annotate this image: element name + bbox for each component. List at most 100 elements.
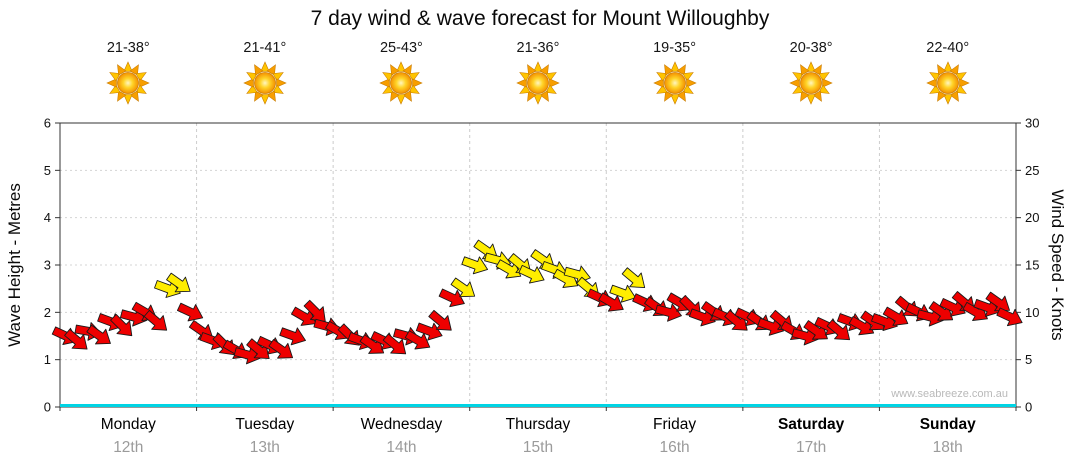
sun-ray: [789, 78, 800, 88]
sun-ray: [382, 84, 395, 94]
sun-icon: [243, 61, 287, 105]
sun-ray: [106, 78, 118, 88]
wind-arrow: [621, 267, 646, 289]
sun-ray: [527, 90, 537, 102]
day-date: 18th: [932, 439, 963, 456]
sun-ray: [676, 64, 686, 76]
sun-ray: [109, 72, 121, 82]
sun-ray: [396, 94, 407, 105]
temperature-range: 20-38°: [789, 40, 833, 56]
day-footer: Tuesday 13th: [197, 416, 334, 457]
day-footer: Thursday 15th: [470, 416, 607, 457]
temperature-range: 21-36°: [516, 40, 560, 56]
wind-arrow: [654, 303, 682, 322]
day-date: 16th: [659, 439, 690, 456]
sun-ray: [260, 94, 270, 105]
axis-ticks: 0 1 2 3 4 5 6 0 5 10 15 20 25 30: [44, 116, 1040, 415]
watermark: www.seabreeze.com.au: [891, 388, 1008, 400]
day-date: 17th: [796, 439, 827, 456]
sun-ray: [681, 72, 694, 82]
right-y-tick-label: 20: [1025, 210, 1039, 225]
left-y-tick-label: 6: [44, 116, 51, 131]
right-y-tick-label: 25: [1025, 163, 1039, 178]
right-y-tick-label: 30: [1025, 116, 1039, 131]
wind-arrow: [268, 339, 293, 359]
sun-ray: [129, 90, 140, 102]
sun-ray: [943, 94, 953, 105]
sun-ray: [412, 78, 424, 88]
temperature-range: 21-41°: [243, 40, 287, 56]
sun-icon: [379, 61, 424, 105]
left-axis-label: Wave Height - Metres: [5, 183, 24, 347]
sun-ray: [822, 78, 833, 88]
sun-ray: [527, 64, 537, 76]
wind-arrow: [428, 309, 452, 331]
sun-ray: [402, 64, 413, 76]
day-footer: Saturday 17th: [743, 416, 880, 457]
day-name: Monday: [100, 416, 156, 433]
right-y-tick-label: 5: [1025, 352, 1032, 367]
sun-ray: [669, 61, 680, 72]
wind-arrow: [609, 284, 637, 303]
right-y-tick-label: 0: [1025, 400, 1032, 415]
wind-arrow: [86, 324, 111, 345]
day-footer: Friday 16th: [606, 416, 743, 457]
left-y-tick-label: 4: [44, 210, 51, 225]
sun-ray: [949, 64, 959, 76]
temperature-range: 22-40°: [926, 40, 970, 56]
sun-ray: [533, 61, 543, 72]
sun-ray: [958, 78, 970, 88]
gridlines: [60, 123, 1016, 407]
day-header: 20-38°: [743, 40, 880, 106]
sun-ray: [243, 78, 254, 88]
sun-ray: [943, 61, 953, 72]
sun-ray: [109, 84, 121, 94]
wind-arrow: [359, 334, 385, 354]
sun-ray: [272, 84, 284, 94]
day-footer: Wednesday 14th: [333, 416, 470, 457]
sun-disc: [936, 72, 959, 94]
sun-ray: [655, 84, 668, 94]
sun-disc: [800, 72, 823, 94]
day-name: Wednesday: [360, 416, 443, 433]
sun-disc: [253, 72, 276, 94]
wind-arrow: [279, 327, 306, 346]
sun-ray: [818, 72, 830, 82]
wind-arrow: [64, 328, 88, 350]
day-header: 21-36°: [470, 40, 607, 106]
sun-ray: [539, 90, 549, 102]
page-title: 7 day wind & wave forecast for Mount Wil…: [310, 7, 770, 30]
sun-ray: [806, 61, 816, 72]
sun-ray: [936, 64, 947, 76]
sun-ray: [812, 90, 822, 102]
day-name: Tuesday: [235, 416, 295, 433]
right-axis-label: Wind Speed - Knots: [1048, 189, 1067, 341]
sun-ray: [806, 94, 816, 105]
wind-arrow: [404, 330, 431, 350]
sun-ray: [685, 78, 697, 88]
wind-arrow: [166, 272, 191, 293]
left-y-tick-label: 2: [44, 305, 51, 320]
day-date: 13th: [249, 439, 280, 456]
sun-ray: [246, 84, 258, 94]
sun-ray: [545, 72, 557, 82]
right-y-tick-label: 15: [1025, 258, 1039, 273]
wind-arrow: [246, 338, 270, 360]
wind-arrow: [826, 319, 851, 341]
sun-ray: [260, 61, 270, 72]
day-header: 19-35°: [606, 40, 743, 106]
sun-ray: [936, 90, 947, 102]
sun-ray: [655, 72, 668, 82]
wind-arrow: [110, 314, 133, 337]
wind-arrow: [598, 292, 624, 312]
sun-ray: [390, 64, 400, 76]
wind-arrow: [450, 277, 476, 298]
sun-icon: [106, 61, 151, 105]
left-y-tick-label: 3: [44, 258, 51, 273]
wind-arrow: [143, 309, 168, 331]
day-date: 12th: [113, 439, 144, 456]
temperature-range: 21-38°: [106, 40, 150, 56]
sun-ray: [955, 84, 967, 94]
sun-ray: [382, 72, 395, 82]
